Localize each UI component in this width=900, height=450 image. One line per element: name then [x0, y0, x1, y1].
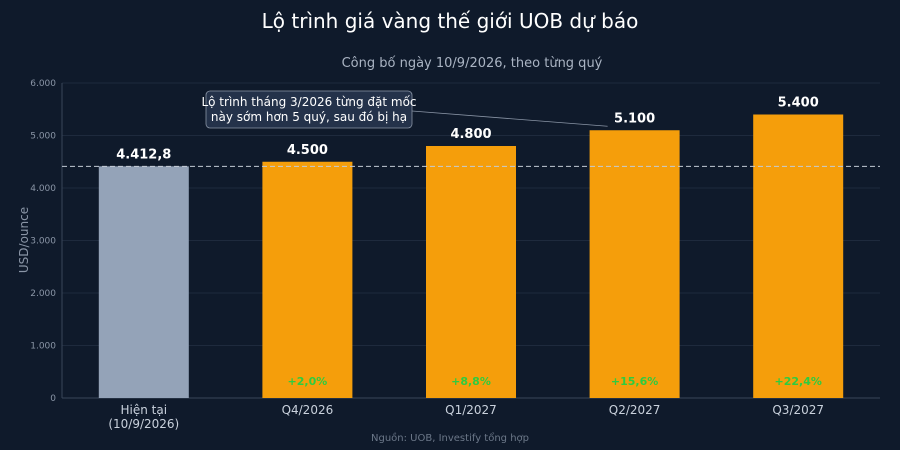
annotation-box — [205, 90, 413, 129]
y-tick-label: 0 — [50, 394, 56, 404]
y-tick-label: 3.000 — [30, 237, 56, 247]
bar — [753, 114, 844, 398]
annotation-line-2: này sớm hơn 5 quý, sau đó bị hạ — [211, 110, 407, 124]
bar-change-label: +22,4% — [775, 375, 822, 388]
y-tick-label: 2.000 — [30, 289, 56, 299]
bar — [98, 166, 189, 398]
bars: 4.412,8 4.500 +2,0% 4.800 +8,8% 5.100 +15,6% 5.… — [98, 96, 844, 398]
bar-value-label: 4.500 — [287, 143, 328, 158]
bar-change-label: +2,0% — [288, 375, 328, 388]
x-tick-label: Q1/2027 — [445, 403, 497, 417]
bar — [589, 130, 680, 398]
x-tick-label: Hiện tại — [121, 403, 168, 417]
annotation-line-1: Lộ trình tháng 3/2026 từng đặt mốc — [201, 95, 416, 109]
y-tick-label: 6.000 — [30, 79, 56, 89]
source-note: Nguồn: UOB, Investify tổng hợp — [371, 431, 529, 444]
x-axis-ticks: Hiện tại(10/9/2026) Q4/2026 Q1/2027 Q2/2027… — [108, 403, 824, 431]
y-axis-label: USD/ounce — [17, 207, 31, 273]
chart-subtitle: Công bố ngày 10/9/2026, theo từng quý — [342, 56, 603, 71]
x-tick-label-sub: (10/9/2026) — [108, 417, 179, 431]
y-tick-label: 1.000 — [30, 342, 56, 352]
y-axis-ticks: 0 1.000 2.000 3.000 4.000 5.000 6.000 — [30, 79, 56, 404]
bar-change-label: +15,6% — [611, 375, 658, 388]
chart-title: Lộ trình giá vàng thế giới UOB dự báo — [262, 9, 639, 33]
y-tick-label: 5.000 — [30, 132, 56, 142]
bar-value-label: 5.100 — [614, 111, 655, 126]
bar-value-label: 4.800 — [450, 127, 491, 142]
bar-value-label: 4.412,8 — [116, 147, 171, 162]
annotation-pointer — [411, 110, 608, 127]
y-tick-label: 4.000 — [30, 184, 56, 194]
bar — [262, 161, 353, 398]
bar-value-label: 5.400 — [778, 96, 819, 111]
x-tick-label: Q4/2026 — [282, 403, 334, 417]
bar-change-label: +8,8% — [451, 375, 491, 388]
bar — [426, 146, 516, 398]
x-tick-label: Q2/2027 — [609, 403, 661, 417]
x-tick-label: Q3/2027 — [772, 403, 824, 417]
